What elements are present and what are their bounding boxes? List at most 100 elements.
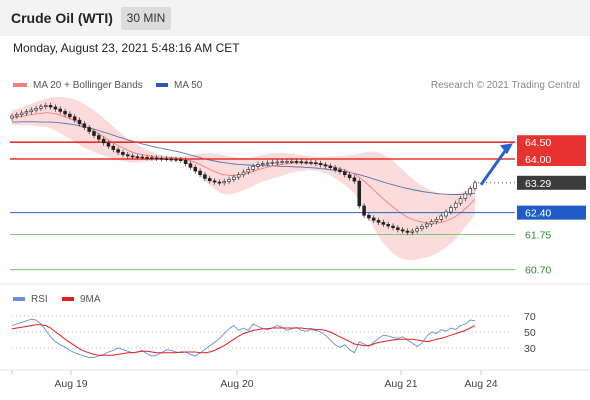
- candle-body: [92, 131, 96, 136]
- candle-body: [343, 171, 347, 176]
- candle-body: [106, 142, 111, 147]
- level-label-box: [517, 175, 586, 190]
- candle: [299, 158, 304, 165]
- candle: [261, 161, 265, 168]
- candle: [343, 169, 347, 178]
- candle: [24, 109, 29, 116]
- x-axis-label: Aug 24: [464, 378, 497, 390]
- candle: [371, 215, 376, 224]
- ma9-label: 9MA: [80, 294, 101, 305]
- candle-body: [429, 221, 434, 225]
- candle: [275, 159, 280, 166]
- candle-body: [256, 164, 260, 167]
- candle-body: [154, 157, 159, 160]
- candle: [15, 112, 19, 119]
- candle: [270, 159, 275, 166]
- candle: [145, 154, 149, 161]
- candle-body: [241, 171, 246, 176]
- candle: [174, 156, 178, 163]
- candle: [400, 227, 405, 234]
- candle-body: [434, 219, 439, 222]
- candle-body: [261, 163, 265, 165]
- candle-body: [15, 114, 19, 117]
- candle-body: [29, 109, 34, 113]
- candle-body: [63, 111, 67, 115]
- candle-body: [367, 215, 371, 219]
- candle-body: [24, 111, 29, 114]
- candle: [473, 180, 477, 192]
- candle-body: [400, 229, 405, 232]
- candle-body: [116, 149, 120, 153]
- candle-body: [34, 108, 38, 111]
- candle: [43, 102, 48, 110]
- candle: [10, 113, 14, 121]
- candle: [357, 178, 362, 209]
- candle-body: [58, 108, 63, 112]
- candle: [289, 158, 294, 165]
- candle-body: [294, 161, 299, 163]
- candle-body: [415, 228, 419, 232]
- candle: [304, 159, 308, 166]
- candle: [48, 102, 53, 110]
- candle-body: [444, 211, 448, 217]
- candle: [323, 162, 328, 169]
- candle-body: [424, 223, 429, 227]
- candle: [410, 228, 415, 236]
- candle: [217, 179, 222, 186]
- candle: [203, 172, 207, 182]
- candle-body: [159, 158, 164, 160]
- ma50-label: MA 50: [174, 80, 203, 91]
- interval-button[interactable]: 30 MIN: [121, 7, 171, 30]
- candle-body: [386, 224, 390, 227]
- candle: [111, 143, 116, 153]
- candle: [294, 158, 299, 165]
- candle-body: [449, 207, 453, 213]
- candle-body: [304, 161, 308, 164]
- candle: [169, 156, 173, 163]
- candle-body: [48, 105, 53, 108]
- candle: [453, 200, 458, 211]
- candle-body: [198, 170, 202, 176]
- candle-body: [299, 161, 304, 163]
- candle: [125, 151, 130, 159]
- candle: [347, 172, 352, 181]
- candle: [314, 159, 318, 167]
- candle-body: [323, 164, 328, 167]
- candle: [439, 213, 444, 223]
- candle: [116, 146, 120, 155]
- candle: [39, 104, 43, 112]
- candle: [241, 169, 246, 178]
- candle-body: [468, 188, 472, 195]
- candle-body: [352, 177, 357, 182]
- candle-body: [314, 162, 318, 164]
- candle: [458, 195, 463, 206]
- x-axis-label: Aug 21: [384, 378, 417, 390]
- candle: [183, 157, 188, 167]
- candle: [34, 105, 38, 113]
- ma50-swatch: [156, 83, 168, 88]
- candle-body: [125, 154, 130, 157]
- candle: [434, 216, 439, 225]
- candle: [338, 167, 342, 175]
- candle: [87, 124, 91, 135]
- candle-body: [391, 225, 395, 229]
- x-axis-label: Aug 20: [220, 378, 253, 390]
- candle: [135, 153, 140, 160]
- ma20-swatch: [13, 83, 27, 88]
- ma20-label: MA 20 + Bollinger Bands: [33, 80, 143, 91]
- candle-body: [232, 176, 236, 180]
- candle: [179, 156, 183, 164]
- candle-body: [77, 119, 82, 125]
- forecast-arrow-head: [500, 143, 513, 155]
- candle-body: [362, 205, 366, 216]
- candle: [256, 161, 260, 170]
- instrument-title: Crude Oil (WTI): [11, 10, 113, 26]
- candle: [376, 217, 381, 226]
- candle-body: [463, 193, 468, 199]
- candle-body: [82, 123, 87, 128]
- candle: [396, 225, 400, 233]
- candle-body: [53, 106, 58, 110]
- candle-body: [140, 156, 144, 159]
- candle: [222, 178, 226, 186]
